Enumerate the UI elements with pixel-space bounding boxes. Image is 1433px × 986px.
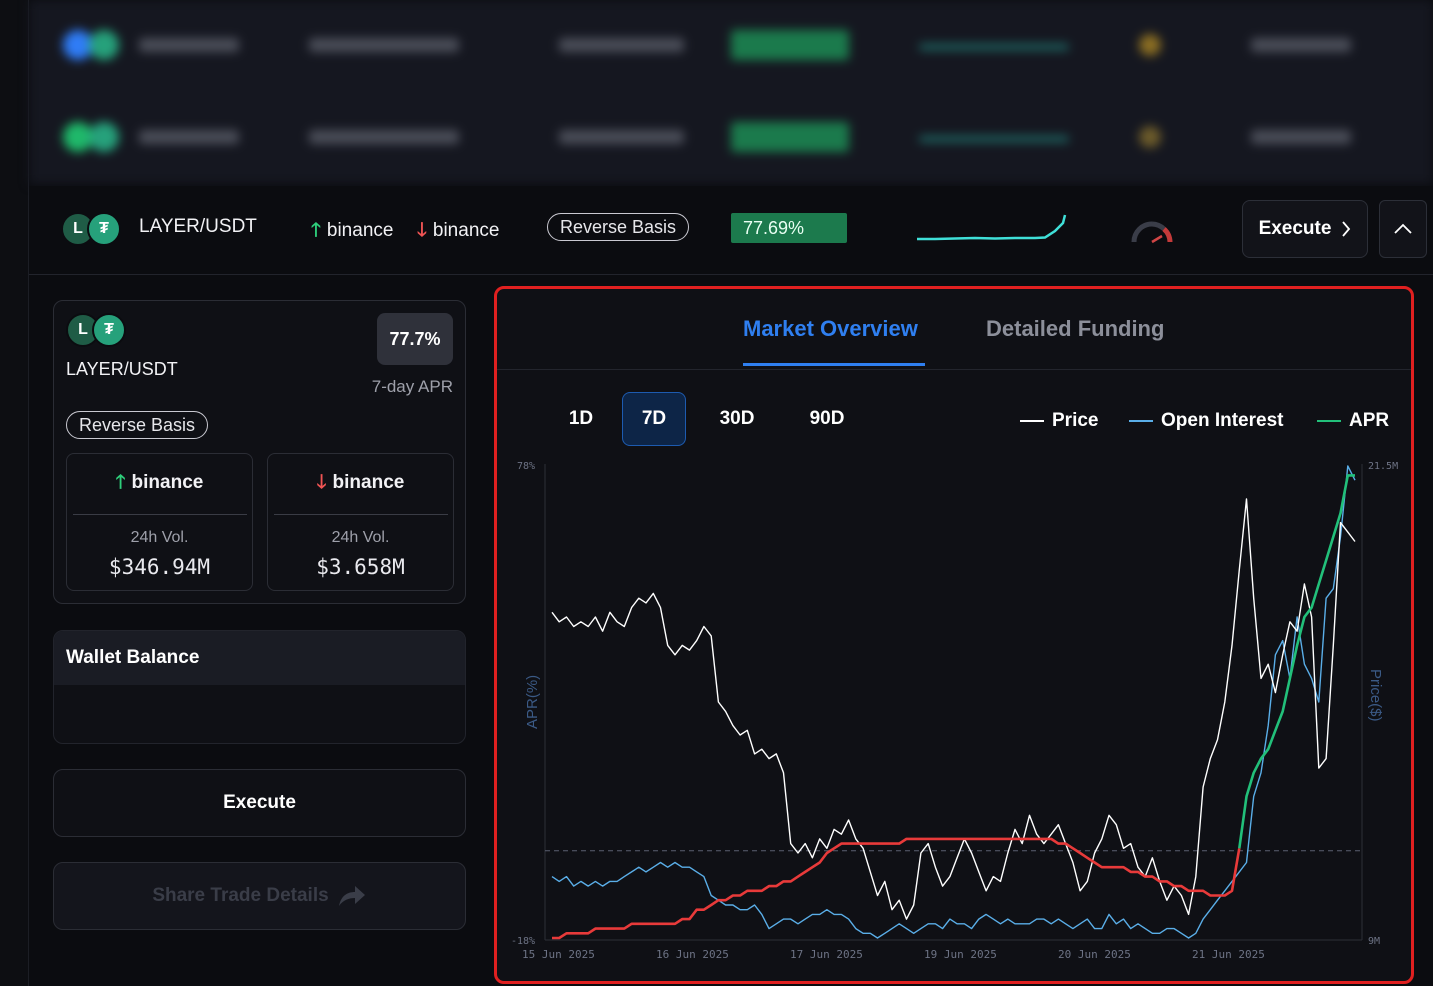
- y-right-max-label: 21.5M: [1368, 461, 1398, 472]
- short-exchange-name: 🡓 binance: [316, 472, 405, 493]
- y-right-axis-title: Price($): [1367, 669, 1384, 722]
- y-left-axis-title: APR(%): [524, 675, 541, 729]
- y-left-max-label: 78%: [517, 461, 535, 472]
- long-exchange: 🡑 binance: [311, 220, 394, 241]
- tether-coin-icon: ₮: [92, 313, 126, 347]
- pair-label: LAYER/USDT: [139, 216, 257, 237]
- long-volume-label: 24h Vol.: [130, 529, 189, 546]
- left-sidebar-strip: [0, 0, 29, 986]
- tab-detailed-funding[interactable]: Detailed Funding: [986, 316, 1165, 341]
- range-1d-button[interactable]: 1D: [568, 408, 594, 429]
- legend-price[interactable]: Price: [1020, 410, 1098, 432]
- blurred-row: [29, 92, 1433, 182]
- arrow-down-icon: 🡓: [316, 472, 327, 493]
- wallet-balance-panel: Wallet Balance: [53, 630, 466, 744]
- long-volume-value: $346.94M: [108, 555, 211, 579]
- short-volume-value: $3.658M: [316, 555, 405, 579]
- tether-coin-icon: ₮: [87, 212, 121, 246]
- series-line-apr: [1238, 474, 1355, 849]
- long-exchange-box: 🡑 binance 24h Vol. $346.94M: [66, 453, 253, 591]
- card-pair-label: LAYER/USDT: [66, 359, 178, 379]
- range-90d-button[interactable]: 90D: [809, 408, 845, 429]
- y-right-min-label: 9M: [1368, 936, 1380, 947]
- strategy-pill: Reverse Basis: [66, 411, 209, 439]
- x-tick-label: 21 Jun 2025: [1192, 948, 1265, 961]
- x-tick-label: 20 Jun 2025: [1058, 948, 1131, 961]
- collapse-button[interactable]: [1379, 200, 1427, 258]
- chevron-up-icon: [1394, 223, 1412, 234]
- short-exchange: 🡓 binance: [417, 220, 500, 241]
- wallet-balance-title: Wallet Balance: [54, 631, 465, 685]
- legend-line-icon: [1129, 420, 1153, 422]
- apr-period-label: 7-day APR: [371, 377, 453, 396]
- x-tick-label: 19 Jun 2025: [924, 948, 997, 961]
- share-arrow-icon: [338, 886, 365, 906]
- strategy-pill: Reverse Basis: [547, 213, 690, 241]
- opportunity-row[interactable]: L ₮ LAYER/USDT 🡑 binance 🡓 binance Reverse…: [29, 186, 1433, 275]
- apr-value-box: 77.7%: [377, 313, 453, 365]
- x-tick-label: 16 Jun 2025: [656, 948, 729, 961]
- series-line-price: [551, 498, 1356, 920]
- legend-open-interest[interactable]: Open Interest: [1129, 410, 1283, 432]
- y-left-min-label: -18%: [511, 936, 535, 947]
- blurred-opportunity-rows: [29, 0, 1433, 184]
- chart-panel: Market Overview Detailed Funding 1D 7D 3…: [494, 286, 1414, 984]
- pair-summary-card: L ₮ LAYER/USDT 77.7% 7-day APR Reverse B…: [53, 300, 466, 604]
- x-tick-label: 15 Jun 2025: [522, 948, 595, 961]
- tab-market-overview[interactable]: Market Overview: [743, 316, 918, 341]
- range-7d-button[interactable]: 7D: [622, 392, 686, 446]
- legend-line-icon: [1317, 420, 1341, 422]
- blurred-row: [29, 0, 1433, 90]
- legend-line-icon: [1020, 420, 1044, 422]
- risk-gauge-icon: [1131, 221, 1173, 244]
- chart-tabs: Market Overview Detailed Funding: [497, 289, 1411, 370]
- arrow-up-icon: 🡑: [311, 220, 321, 241]
- long-exchange-name: 🡑 binance: [115, 472, 204, 493]
- arrow-down-icon: 🡓: [417, 220, 427, 241]
- layer-coin-icon: L: [66, 313, 100, 347]
- apr-sparkline: [917, 214, 1067, 241]
- range-30d-button[interactable]: 30D: [719, 408, 755, 429]
- execute-trade-button[interactable]: Execute: [53, 769, 466, 837]
- series-line-apr-history-: [552, 837, 1241, 940]
- share-trade-button[interactable]: Share Trade Details: [53, 862, 466, 930]
- active-tab-indicator: [743, 363, 925, 366]
- apr-badge: 77.69%: [731, 213, 847, 243]
- chevron-right-icon: [1342, 221, 1351, 237]
- arrow-up-icon: 🡑: [115, 472, 126, 493]
- execute-button[interactable]: Execute: [1242, 200, 1368, 258]
- legend-apr[interactable]: APR: [1317, 410, 1389, 432]
- market-overview-chart: 78% -18% 21.5M 9M APR(%) Price($) 15 Jun…: [511, 461, 1398, 961]
- x-tick-label: 17 Jun 2025: [790, 948, 863, 961]
- short-volume-label: 24h Vol.: [331, 529, 390, 546]
- short-exchange-box: 🡓 binance 24h Vol. $3.658M: [267, 453, 454, 591]
